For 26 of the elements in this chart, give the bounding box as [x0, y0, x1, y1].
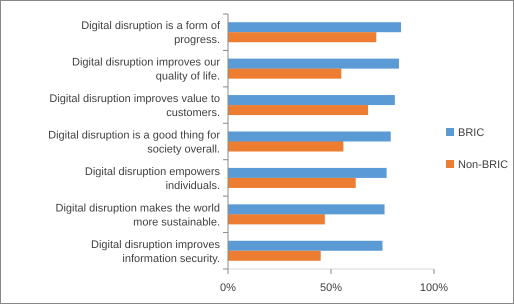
bar [228, 32, 376, 42]
bar [228, 250, 321, 261]
y-tick-label: Digital disruption makes the world more sustainable. [56, 202, 220, 228]
bar [228, 58, 399, 69]
y-tick-label: Digital disruption improves our quality of life. [72, 56, 220, 83]
bar [228, 142, 344, 152]
bar [228, 68, 342, 79]
x-tick-label: 100% [420, 282, 448, 294]
y-tick-label: Digital disruption is a form of progress. [81, 20, 221, 46]
y-tick-label: Digital disruption empowers individuals. [84, 166, 220, 192]
bar [228, 178, 356, 188]
bar [228, 105, 368, 116]
bar [228, 240, 382, 251]
x-tick-label: 50% [320, 282, 342, 294]
x-tick-label: 0% [220, 282, 236, 294]
y-tick-label: Digital disruption improves information security. [91, 238, 220, 265]
bar [228, 22, 402, 32]
bar [228, 214, 325, 224]
bar [228, 168, 387, 178]
legend-label: Non-BRIC [458, 159, 508, 171]
legend-label: BRIC [458, 127, 484, 139]
y-tick-label: Digital disruption is a good thing for society overall. [48, 130, 220, 156]
y-tick-label: Digital disruption improves value to customers. [49, 93, 220, 120]
bar [228, 131, 391, 142]
bar [228, 204, 385, 214]
bar [228, 95, 395, 106]
